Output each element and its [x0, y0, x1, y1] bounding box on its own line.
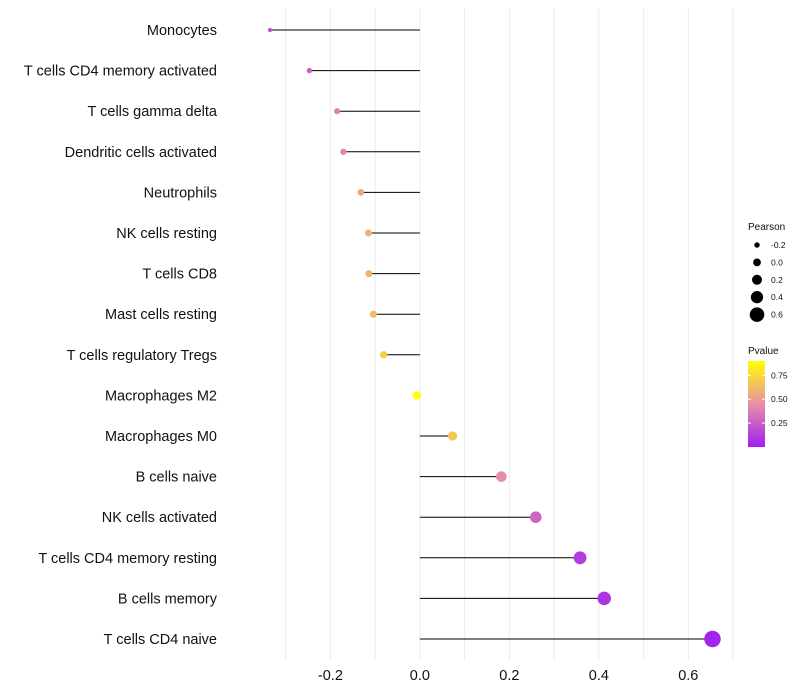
category-label: NK cells activated — [102, 510, 217, 526]
category-label: B cells naive — [136, 470, 217, 486]
grid-lines — [285, 8, 734, 660]
pvalue-colorbar — [748, 361, 765, 447]
lollipop-point — [529, 511, 542, 524]
category-label: T cells CD4 memory activated — [24, 64, 217, 80]
lollipop-point — [267, 27, 273, 33]
lollipop-point — [704, 630, 721, 648]
category-label: Neutrophils — [144, 185, 217, 201]
legend-size-dot — [750, 291, 764, 304]
lollipop-point — [365, 270, 373, 278]
category-label: B cells memory — [118, 591, 218, 607]
x-tick-label: -0.2 — [318, 668, 343, 684]
legend-size-dot — [753, 258, 761, 267]
category-label: NK cells resting — [116, 226, 217, 242]
lollipop-point — [447, 431, 458, 441]
lollipop-point — [357, 189, 365, 196]
lollipop-point — [334, 108, 341, 115]
category-label: T cells CD4 memory resting — [38, 551, 217, 567]
category-labels: Monocytes T cells CD4 memory activated T c… — [24, 23, 218, 648]
category-label: Mast cells resting — [105, 307, 217, 323]
category-label: T cells gamma delta — [88, 104, 218, 120]
category-label: Macrophages M2 — [105, 388, 217, 404]
legend-size-label: 0.6 — [771, 310, 783, 320]
lollipop-point — [364, 229, 372, 237]
lollipop-point — [379, 351, 388, 359]
category-label: T cells regulatory Tregs — [67, 348, 217, 364]
lollipop-point — [597, 591, 611, 606]
x-tick-label: 0.2 — [499, 668, 519, 684]
legend-size-label: -0.2 — [771, 240, 786, 250]
legend-size-label: 0.2 — [771, 275, 783, 285]
legend-size-dot — [754, 242, 760, 248]
legend-pvalue-title: Pvalue — [748, 346, 779, 357]
lollipop-points — [267, 27, 721, 648]
lollipop-point — [340, 148, 347, 155]
category-label: T cells CD4 naive — [104, 632, 217, 648]
lollipop-point — [495, 471, 507, 482]
legend-pearson-title: Pearson — [748, 222, 785, 233]
x-tick-label: 0.6 — [678, 668, 698, 684]
legend-size-dot — [749, 307, 765, 322]
lollipop-point — [369, 310, 377, 318]
category-label: Macrophages M0 — [105, 429, 217, 445]
legend-color-label: 0.50 — [771, 394, 788, 404]
lollipop-point — [412, 391, 421, 400]
category-label: Dendritic cells activated — [65, 145, 217, 161]
legend-size-label: 0.4 — [771, 292, 783, 302]
legend-size-label: 0.0 — [771, 257, 783, 267]
category-label: Monocytes — [147, 23, 217, 39]
legend-color-label: 0.25 — [771, 418, 788, 428]
legend-pearson: Pearson -0.2 0.0 0.2 0.4 0.6 — [748, 222, 786, 322]
x-tick-label: 0.4 — [589, 668, 609, 684]
x-tick-label: 0.0 — [410, 668, 430, 684]
legend-pvalue: Pvalue 0.25 0.50 0.75 — [748, 346, 788, 447]
legend-color-label: 0.75 — [771, 370, 788, 380]
x-axis-tick-labels: -0.2 0.0 0.2 0.4 0.6 — [318, 668, 698, 684]
lollipop-stems — [270, 29, 713, 640]
lollipop-point — [573, 551, 587, 565]
lollipop-point — [306, 67, 313, 74]
category-label: T cells CD8 — [142, 267, 217, 283]
legend-size-dot — [751, 274, 763, 285]
